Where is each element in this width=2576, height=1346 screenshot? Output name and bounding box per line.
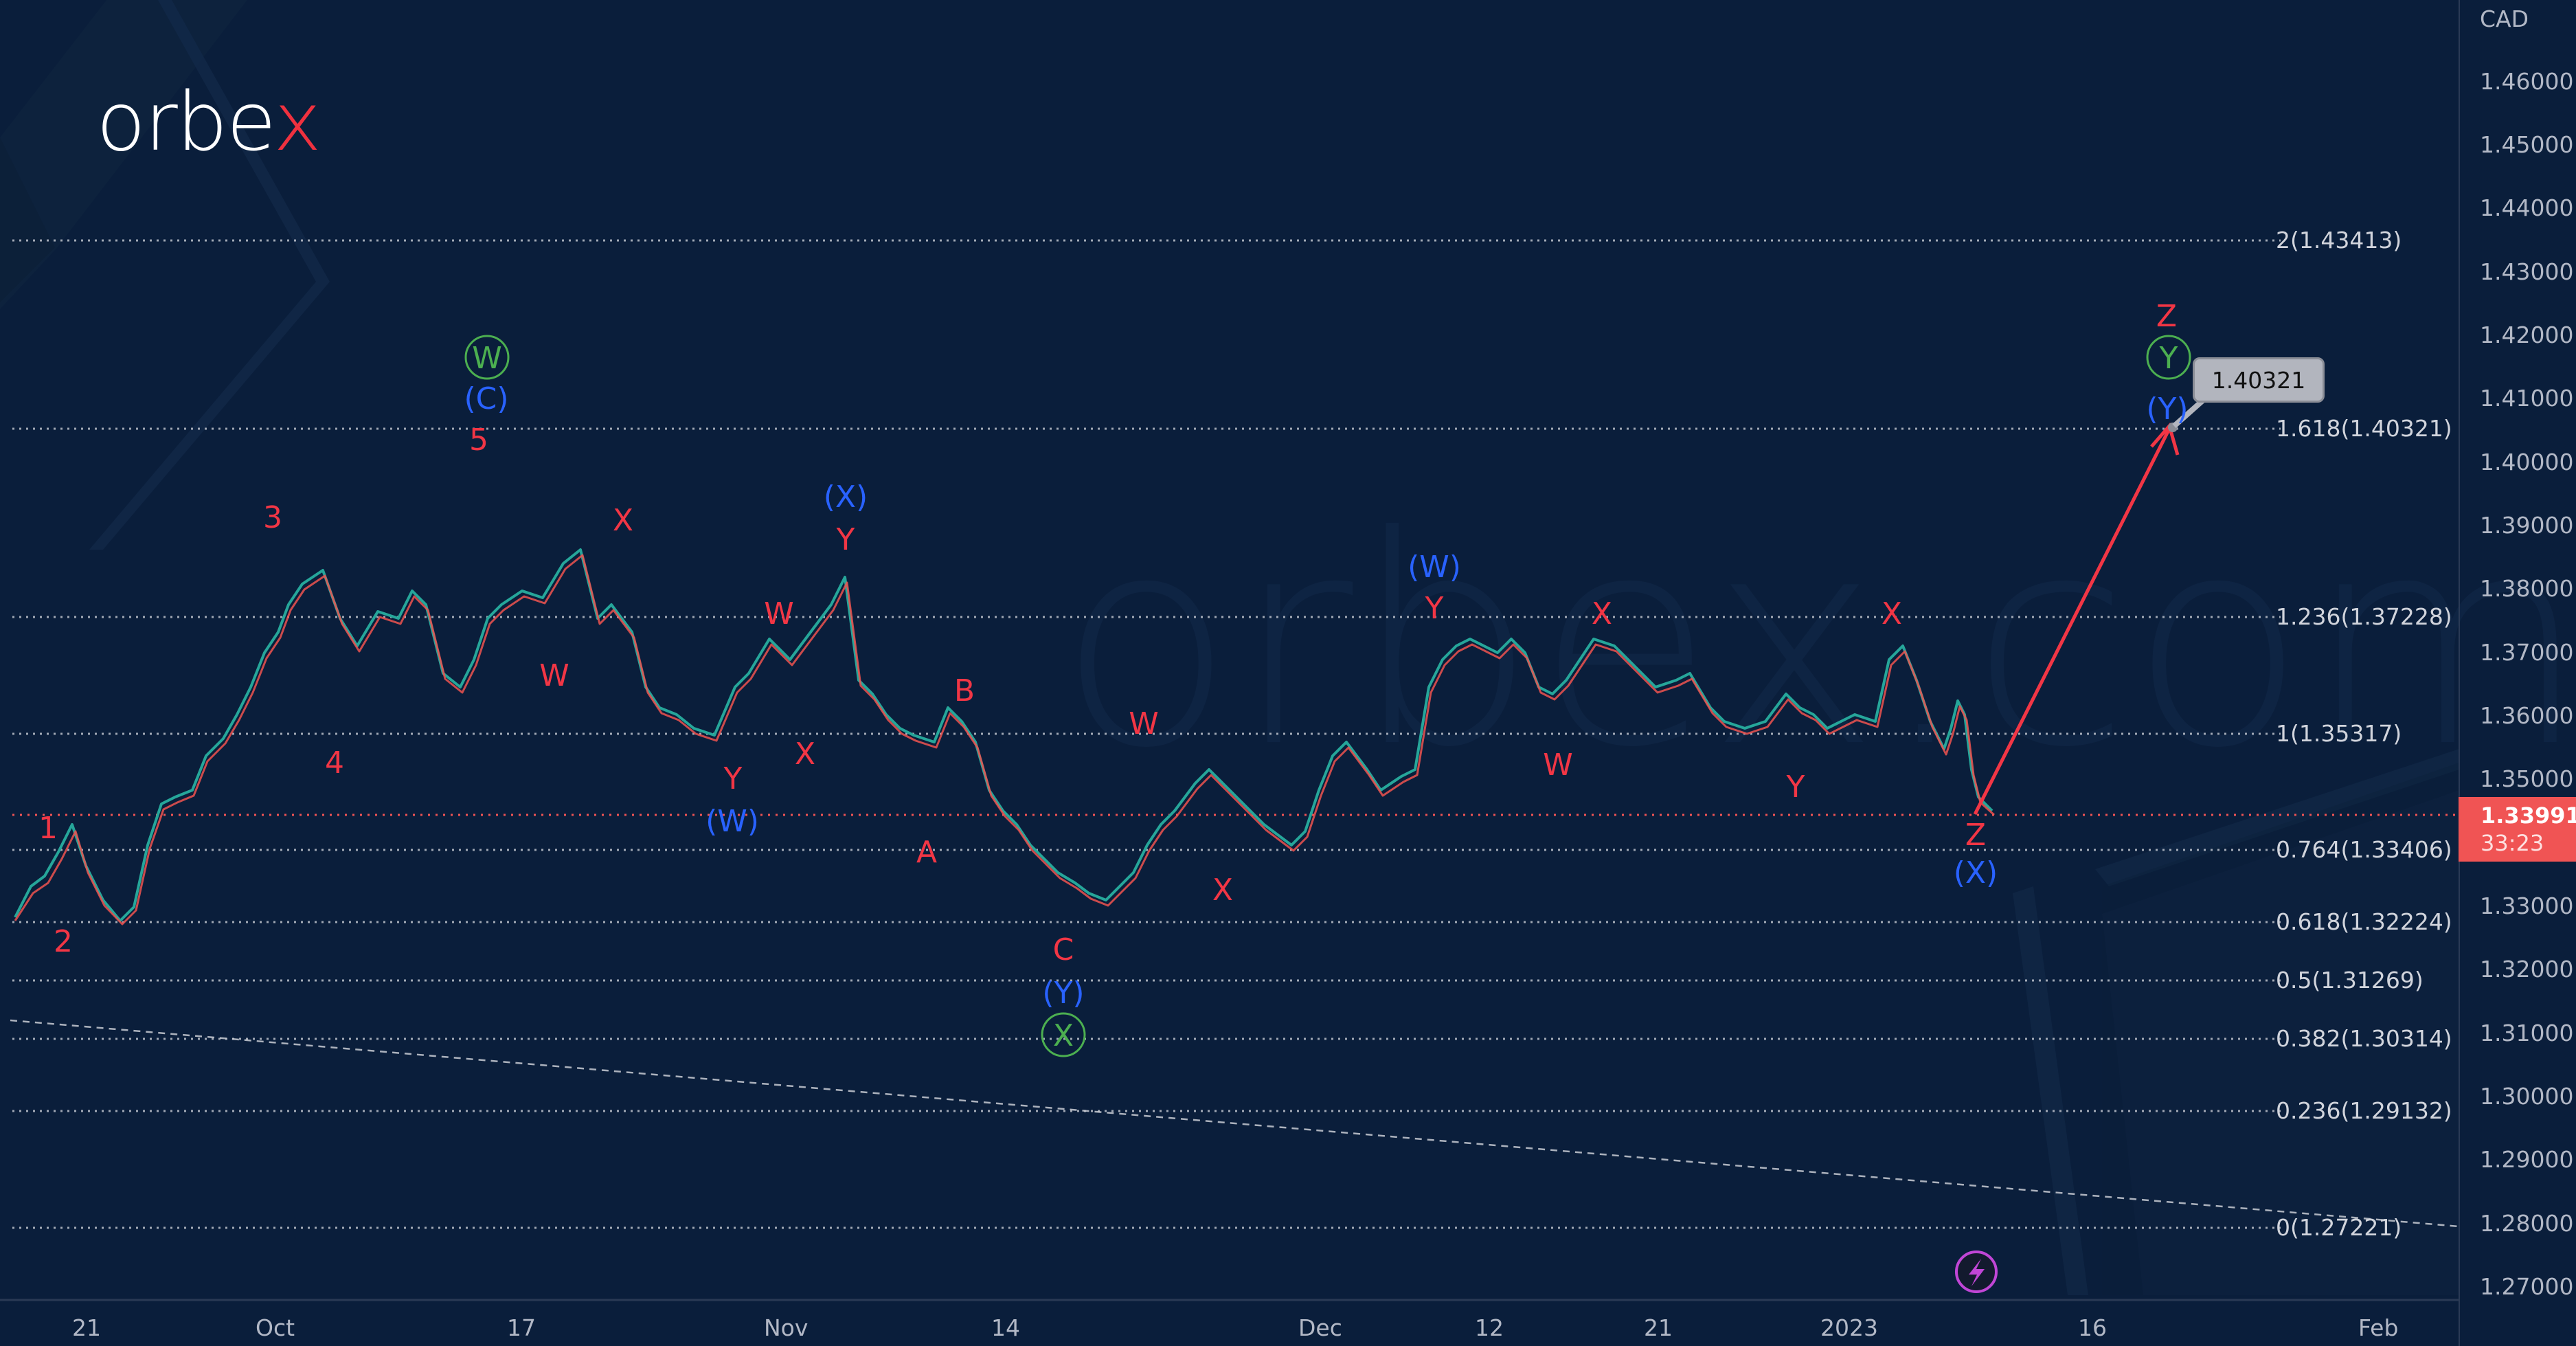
svg-text:16: 16 (2078, 1314, 2107, 1341)
svg-text:4: 4 (325, 745, 344, 781)
svg-text:(W): (W) (705, 804, 759, 839)
svg-text:W: W (764, 596, 794, 631)
svg-text:1.37000: 1.37000 (2480, 639, 2573, 666)
svg-text:Y: Y (1425, 591, 1444, 626)
svg-text:Y: Y (836, 522, 855, 557)
svg-text:1.29000: 1.29000 (2480, 1146, 2573, 1173)
svg-text:Oct: Oct (256, 1314, 295, 1341)
svg-text:1.39000: 1.39000 (2480, 512, 2573, 539)
bar-countdown: 33:23 (2481, 830, 2544, 856)
svg-text:0.382(1.30314): 0.382(1.30314) (2276, 1025, 2452, 1052)
svg-text:X: X (795, 737, 815, 772)
orbex-logo: orbex (96, 74, 321, 169)
svg-text:1(1.35317): 1(1.35317) (2276, 720, 2402, 747)
svg-text:2: 2 (54, 924, 73, 959)
svg-text:1.618(1.40321): 1.618(1.40321) (2276, 415, 2452, 442)
svg-text:Y: Y (723, 761, 743, 796)
svg-text:1.28000: 1.28000 (2480, 1210, 2573, 1237)
svg-text:Feb: Feb (2358, 1314, 2398, 1341)
svg-text:1.236(1.37228): 1.236(1.37228) (2276, 603, 2452, 630)
svg-text:1.30000: 1.30000 (2480, 1083, 2573, 1110)
target-price-callout[interactable]: 1.40321 (2193, 357, 2325, 403)
background-shapes (89, 0, 330, 550)
svg-text:1.45000: 1.45000 (2480, 131, 2573, 158)
svg-text:X: X (1882, 596, 1902, 631)
svg-text:21: 21 (72, 1314, 101, 1341)
svg-text:1.43000: 1.43000 (2480, 258, 2573, 285)
svg-text:0.236(1.29132): 0.236(1.29132) (2276, 1097, 2452, 1124)
svg-text:2(1.43413): 2(1.43413) (2276, 227, 2402, 254)
wave-labels-blue: (C) (W) (X) (Y) (W) (X) (Y) (464, 381, 2188, 1011)
svg-text:X: X (1592, 596, 1612, 631)
time-axis[interactable]: 21 Oct 17 Nov 14 Dec 12 21 2023 16 Feb (72, 1314, 2398, 1341)
svg-text:X: X (613, 503, 633, 538)
currency-label: CAD (2480, 5, 2529, 32)
wave-labels-green: W X Y (464, 335, 2191, 1057)
price-axis[interactable]: 1.46000 1.45000 1.44000 1.43000 1.42000 … (2480, 68, 2573, 1300)
svg-text:Nov: Nov (764, 1314, 808, 1341)
svg-text:3: 3 (263, 500, 282, 535)
svg-text:(Y): (Y) (2146, 392, 2188, 427)
svg-text:0.764(1.33406): 0.764(1.33406) (2276, 836, 2452, 863)
svg-text:(W): (W) (1408, 550, 1461, 585)
watermark: orbex.com (1058, 475, 2576, 811)
svg-text:0.618(1.32224): 0.618(1.32224) (2276, 908, 2452, 935)
svg-text:B: B (954, 673, 975, 708)
svg-text:Y: Y (1786, 770, 1805, 805)
svg-text:(C): (C) (464, 381, 508, 416)
current-price-badge: 1.33991 33:23 (2459, 797, 2576, 862)
svg-text:X: X (1212, 873, 1233, 908)
svg-text:1.33000: 1.33000 (2480, 893, 2573, 919)
svg-text:21: 21 (1644, 1314, 1673, 1341)
wave-labels-red: 1 2 3 4 5 W X Y W X Y A B C W X Y W X Y … (38, 299, 2177, 967)
svg-text:1.27000: 1.27000 (2480, 1273, 2573, 1300)
svg-text:5: 5 (469, 423, 488, 458)
logo-accent: x (273, 74, 321, 169)
svg-text:Dec: Dec (1298, 1314, 1342, 1341)
svg-text:W: W (539, 658, 569, 693)
svg-text:C: C (1053, 932, 1074, 967)
svg-text:1.38000: 1.38000 (2480, 575, 2573, 602)
svg-text:1.32000: 1.32000 (2480, 956, 2573, 983)
svg-text:1.44000: 1.44000 (2480, 194, 2573, 221)
svg-text:(X): (X) (1954, 855, 1998, 890)
svg-text:W: W (1129, 706, 1159, 741)
svg-text:0(1.27221): 0(1.27221) (2276, 1214, 2402, 1241)
svg-text:14: 14 (991, 1314, 1020, 1341)
svg-text:1.41000: 1.41000 (2480, 385, 2573, 412)
svg-text:1: 1 (38, 811, 58, 846)
trendline (10, 1019, 2460, 1228)
svg-text:A: A (916, 835, 937, 870)
svg-text:0.5(1.31269): 0.5(1.31269) (2276, 967, 2424, 994)
logo-text: orbe (96, 74, 275, 169)
current-price-value: 1.33991 (2481, 803, 2576, 829)
svg-text:Z: Z (2156, 299, 2177, 334)
svg-text:1.42000: 1.42000 (2480, 322, 2573, 348)
svg-text:2023: 2023 (1820, 1314, 1878, 1341)
svg-text:(X): (X) (824, 480, 868, 515)
svg-text:Y: Y (2159, 341, 2178, 376)
svg-text:1.31000: 1.31000 (2480, 1020, 2573, 1046)
svg-text:1.46000: 1.46000 (2480, 68, 2573, 95)
svg-text:(Y): (Y) (1042, 976, 1084, 1011)
svg-text:12: 12 (1475, 1314, 1504, 1341)
callout-pointer (2172, 396, 2207, 428)
svg-text:1.36000: 1.36000 (2480, 702, 2573, 729)
svg-text:X: X (1053, 1018, 1074, 1053)
svg-text:W: W (472, 341, 502, 376)
price-line-red (14, 554, 1996, 926)
target-price-value: 1.40321 (2211, 366, 2306, 394)
svg-text:Z: Z (1965, 818, 1986, 853)
svg-text:17: 17 (507, 1314, 536, 1341)
svg-text:1.40000: 1.40000 (2480, 449, 2573, 475)
svg-text:1.35000: 1.35000 (2480, 765, 2573, 792)
fib-labels: 2(1.43413) 1.618(1.40321) 1.236(1.37228)… (2276, 227, 2452, 1241)
lightning-icon[interactable] (1955, 1250, 1998, 1293)
svg-text:W: W (1543, 748, 1573, 783)
